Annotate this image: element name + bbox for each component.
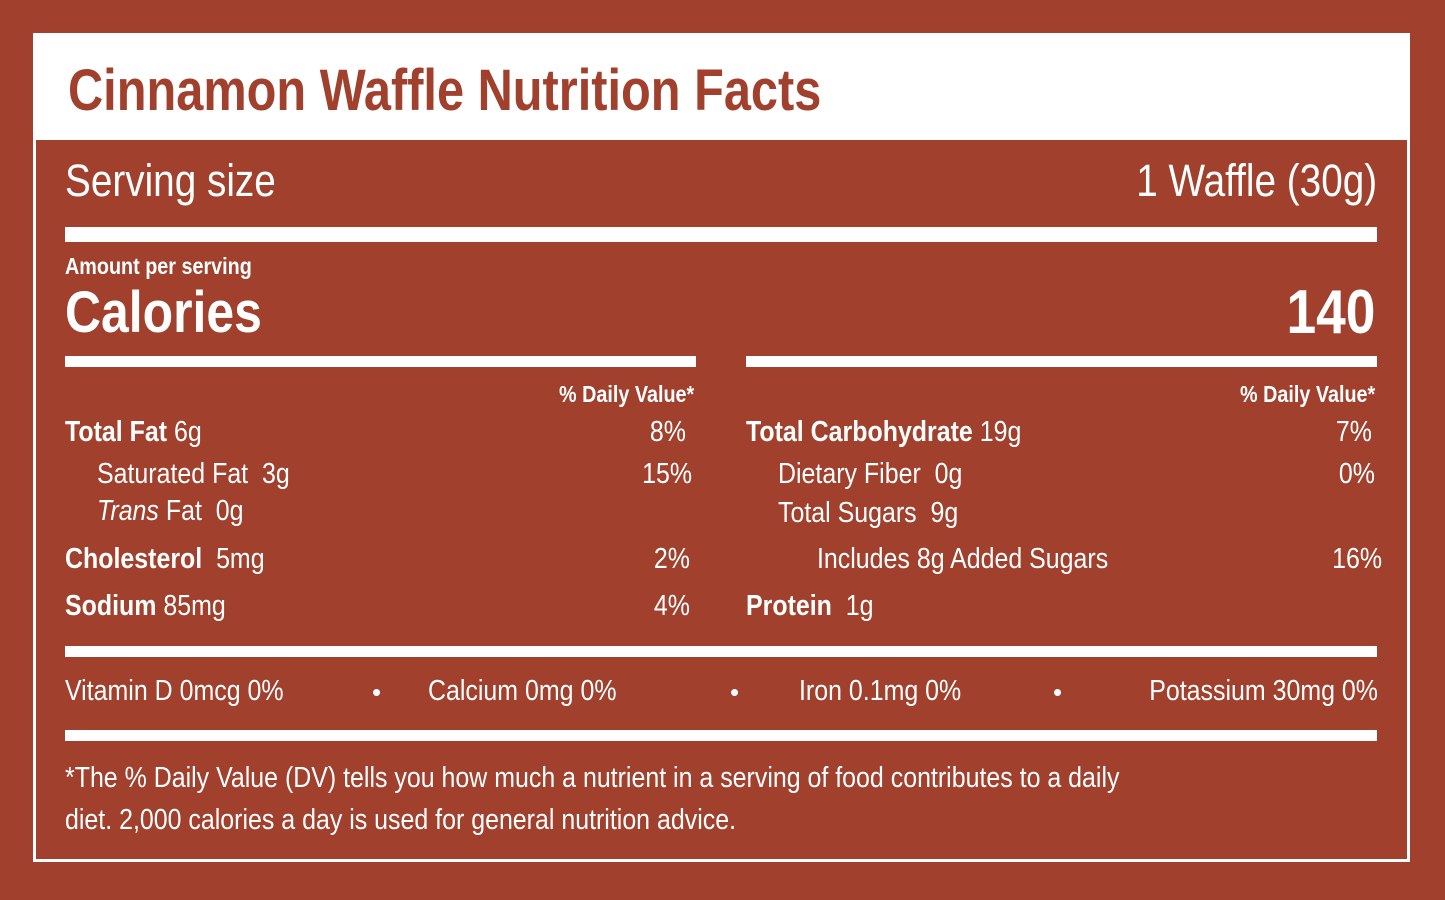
nutrient-total-sugars: Total Sugars 9g (778, 497, 959, 529)
dv-dietary-fiber: 0% (1338, 458, 1375, 490)
vitamin-d: Vitamin D 0mcg 0% (65, 675, 284, 707)
nutrient-protein: Protein 1g (746, 590, 874, 622)
nutrient-added-sugars: Includes 8g Added Sugars (817, 543, 1109, 575)
dv-added-sugars: 16% (1332, 543, 1382, 575)
nutrient-trans-fat: Trans Fat 0g (97, 495, 244, 527)
calories-value: 140 (1286, 278, 1375, 347)
nutrient-sodium: Sodium 85mg (65, 590, 226, 622)
separator-dot: • (730, 677, 740, 707)
divider (65, 356, 696, 367)
nutrient-dietary-fiber: Dietary Fiber 0g (778, 458, 963, 490)
footnote-line-1: *The % Daily Value (DV) tells you how mu… (65, 762, 1120, 794)
divider (746, 356, 1377, 367)
serving-size-value: 1 Waffle (30g) (1136, 155, 1377, 206)
dv-cholesterol: 2% (653, 543, 690, 575)
divider (65, 730, 1377, 741)
amount-per-serving: Amount per serving (65, 253, 252, 279)
nutrient-total-carbohydrate: Total Carbohydrate 19g (746, 416, 1022, 448)
separator-dot: • (1053, 677, 1063, 707)
nutrient-total-fat: Total Fat 6g (65, 416, 202, 448)
dv-sodium: 4% (653, 590, 690, 622)
page-title: Cinnamon Waffle Nutrition Facts (68, 58, 822, 123)
dv-total-fat: 8% (649, 416, 686, 448)
serving-size-label: Serving size (65, 155, 276, 206)
divider (65, 227, 1377, 242)
footnote-line-2: diet. 2,000 calories a day is used for g… (65, 804, 737, 836)
calories-label: Calories (65, 280, 262, 345)
iron: Iron 0.1mg 0% (799, 675, 962, 707)
dv-total-carbohydrate: 7% (1335, 416, 1372, 448)
nutrient-saturated-fat: Saturated Fat 3g (97, 458, 290, 490)
daily-value-header: % Daily Value* (1239, 381, 1375, 407)
potassium: Potassium 30mg 0% (1149, 675, 1378, 707)
divider (65, 646, 1377, 657)
nutrient-cholesterol: Cholesterol 5mg (65, 543, 265, 575)
daily-value-header: % Daily Value* (558, 381, 694, 407)
header (36, 36, 1407, 140)
dv-saturated-fat: 15% (642, 458, 692, 490)
separator-dot: • (372, 677, 382, 707)
calcium: Calcium 0mg 0% (428, 675, 617, 707)
label-frame (33, 33, 1410, 862)
